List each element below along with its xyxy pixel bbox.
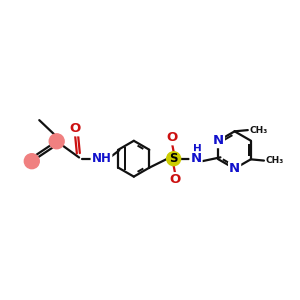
Circle shape <box>49 134 64 149</box>
Text: O: O <box>169 173 181 186</box>
Text: N: N <box>229 162 240 175</box>
Circle shape <box>167 152 181 166</box>
Text: N: N <box>190 152 202 165</box>
Text: N: N <box>213 134 224 147</box>
Text: CH₃: CH₃ <box>265 156 284 165</box>
Text: O: O <box>70 122 81 135</box>
Text: H: H <box>193 144 202 154</box>
Text: S: S <box>169 152 178 165</box>
Text: CH₃: CH₃ <box>249 126 267 135</box>
Circle shape <box>24 154 39 169</box>
Text: O: O <box>167 131 178 144</box>
Text: NH: NH <box>92 152 111 165</box>
